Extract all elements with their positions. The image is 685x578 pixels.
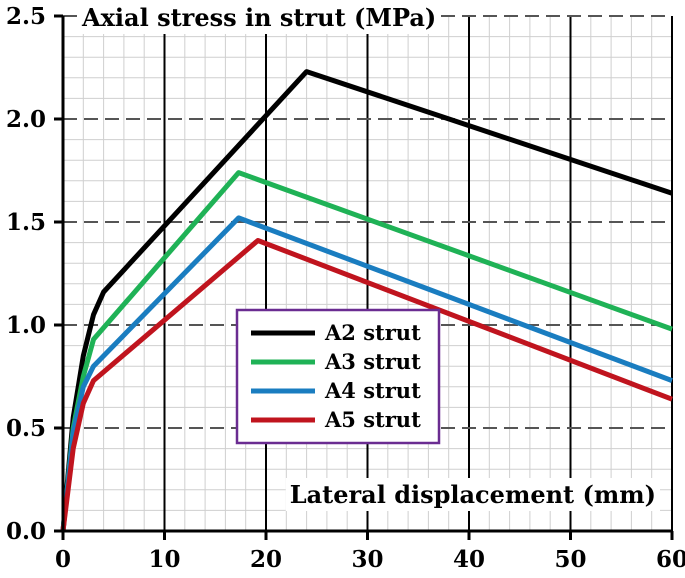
y-tick-label: 2.0 bbox=[6, 106, 46, 133]
legend-label: A3 strut bbox=[324, 349, 421, 374]
legend: A2 strut A3 strut A4 strut A5 strut bbox=[235, 308, 441, 445]
y-tick-label: 1.0 bbox=[6, 312, 46, 339]
y-tick-label: 2.5 bbox=[6, 3, 46, 30]
x-tick-label: 0 bbox=[55, 546, 71, 573]
y-tick-label: 0.5 bbox=[6, 415, 46, 442]
legend-label: A2 strut bbox=[324, 320, 421, 345]
x-tick-label: 40 bbox=[453, 546, 485, 573]
y-axis-title-background bbox=[77, 1, 441, 34]
y-tick-label: 0.0 bbox=[6, 518, 46, 545]
x-axis-title: Lateral displacement (mm) bbox=[290, 480, 656, 509]
x-tick-label: 30 bbox=[351, 546, 383, 573]
x-tick-label: 60 bbox=[656, 546, 685, 573]
y-axis-title: Axial stress in strut (MPa) bbox=[81, 3, 436, 32]
series-line-a5-strut bbox=[60, 238, 673, 532]
legend-label: A5 strut bbox=[324, 407, 421, 432]
x-tick-label: 10 bbox=[148, 546, 180, 573]
tick-labels: 0 10 20 30 40 50 60 0.0 0.5 1.0 1.5 2.0 2.5 bbox=[6, 3, 685, 573]
x-tick-label: 50 bbox=[554, 546, 586, 573]
x-axis-title-background bbox=[285, 478, 660, 511]
y-tick-label: 1.5 bbox=[6, 209, 46, 236]
x-tick-label: 20 bbox=[250, 546, 282, 573]
legend-label: A4 strut bbox=[324, 378, 421, 403]
axes bbox=[54, 14, 674, 540]
series-layer bbox=[60, 69, 673, 532]
major-grid bbox=[63, 15, 673, 531]
